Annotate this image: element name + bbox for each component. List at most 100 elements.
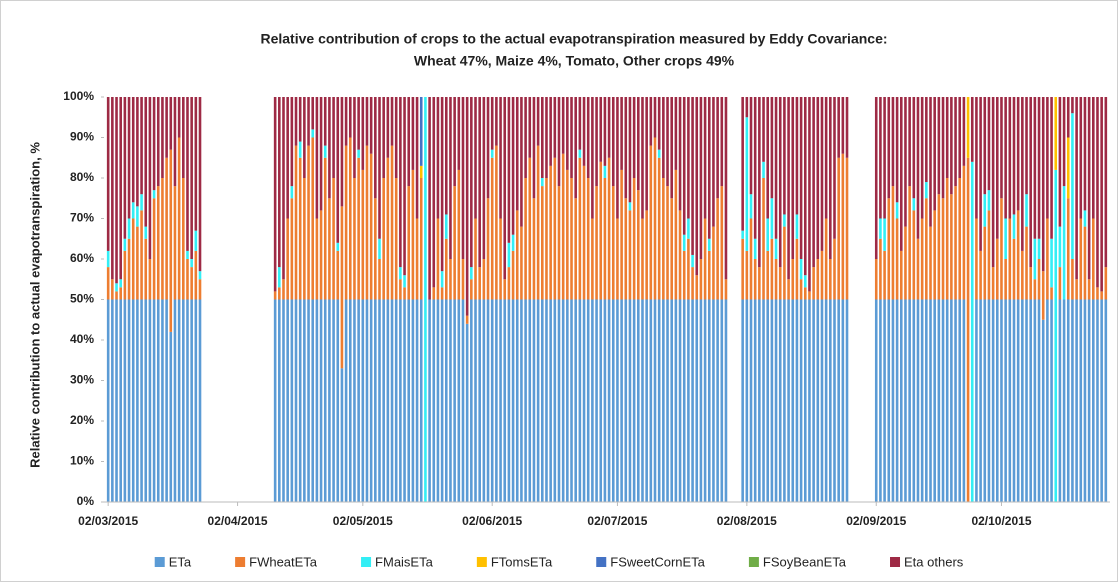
bar-segment	[945, 97, 949, 178]
bar-segment	[1092, 299, 1095, 502]
bar-segment	[332, 299, 335, 502]
bar-segment	[682, 250, 686, 300]
bar-segment	[495, 145, 498, 300]
bar-segment	[845, 157, 849, 300]
bar-segment	[616, 97, 619, 219]
bar-segment	[607, 299, 611, 502]
bar-segment	[319, 97, 323, 211]
bar-segment	[578, 97, 582, 150]
bar-segment	[294, 145, 298, 300]
bar-segment	[315, 218, 319, 300]
bar-segment	[490, 157, 494, 300]
bar-segment	[282, 299, 285, 502]
bar-segment	[628, 299, 632, 502]
bar-segment	[824, 97, 828, 219]
bar-segment	[749, 97, 753, 195]
bar-segment	[1021, 97, 1024, 251]
bar-segment	[1012, 299, 1016, 502]
bar-segment	[1037, 259, 1041, 300]
bar-segment	[724, 299, 728, 502]
bar-segment	[941, 299, 945, 502]
bar-segment	[566, 299, 569, 502]
bar-segment	[603, 299, 607, 502]
bar-segment	[1037, 299, 1041, 502]
bar-segment	[444, 238, 448, 300]
bar-segment	[186, 299, 189, 502]
bar-segment	[582, 165, 586, 300]
bar-segment	[812, 299, 815, 502]
bar-segment	[465, 323, 469, 502]
bar-segment	[624, 299, 628, 502]
bar-segment	[140, 299, 143, 502]
bar-segment	[382, 97, 385, 178]
bar-segment	[632, 97, 636, 178]
bar-segment	[369, 97, 373, 154]
bar-segment	[1079, 299, 1083, 502]
bar-segment	[1016, 210, 1020, 300]
bar-segment	[979, 299, 982, 502]
bar-segment	[1008, 218, 1012, 300]
bar-segment	[1050, 287, 1053, 300]
bar-segment	[691, 97, 694, 255]
bar-segment	[482, 259, 486, 300]
bar-segment	[444, 299, 448, 502]
bar-segment	[1029, 97, 1032, 268]
bar-segment	[891, 186, 895, 300]
bar-segment	[353, 97, 356, 178]
bar-segment	[549, 299, 552, 502]
legend-label: FWheatETa	[249, 554, 318, 569]
bar-segment	[541, 97, 544, 178]
bar-segment	[983, 299, 987, 502]
bar-segment	[323, 157, 327, 300]
bar-segment	[958, 299, 962, 502]
bar-segment	[916, 299, 920, 502]
bar-segment	[1033, 238, 1037, 280]
bar-segment	[920, 97, 924, 219]
bar-segment	[348, 299, 352, 502]
bar-segment	[712, 226, 715, 300]
bar-segment	[641, 218, 644, 300]
bar-segment	[190, 267, 193, 300]
bar-segment	[394, 178, 398, 300]
bar-segment	[461, 97, 465, 259]
legend-label: ETa	[169, 554, 192, 569]
bar-segment	[194, 97, 198, 231]
bar-segment	[106, 267, 110, 300]
bar-segment	[144, 299, 148, 502]
bar-segment	[829, 259, 832, 300]
bar-segment	[1050, 97, 1053, 239]
bar-segment	[136, 97, 139, 207]
bar-segment	[290, 186, 294, 199]
bar-segment	[119, 287, 122, 300]
bar-segment	[745, 117, 749, 251]
bar-segment	[603, 165, 607, 178]
bar-segment	[532, 97, 536, 199]
bar-segment	[682, 299, 686, 502]
bar-segment	[1029, 267, 1032, 300]
bar-segment	[177, 137, 181, 300]
bar-segment	[682, 97, 686, 235]
bar-segment	[1058, 267, 1062, 300]
bar-segment	[382, 299, 385, 502]
bar-segment	[315, 97, 319, 219]
bar-segment	[570, 299, 573, 502]
bar-segment	[808, 299, 811, 502]
bar-segment	[1083, 210, 1087, 227]
x-tick-label: 02/08/2015	[717, 514, 777, 528]
bar-segment	[136, 206, 139, 227]
bar-segment	[925, 299, 928, 502]
x-tick-label: 02/04/2015	[208, 514, 268, 528]
bar-segment	[461, 259, 465, 300]
bar-segment	[632, 178, 636, 300]
bar-segment	[820, 250, 824, 300]
bar-segment	[528, 97, 532, 158]
bar-segment	[453, 97, 456, 187]
bar-segment	[687, 97, 690, 219]
bar-segment	[131, 299, 135, 502]
bar-segment	[1012, 214, 1016, 239]
bar-segment	[336, 250, 340, 300]
legend-label: Eta others	[904, 554, 964, 569]
bar-segment	[912, 198, 916, 211]
bar-segment	[1071, 113, 1074, 259]
bar-segment	[1079, 97, 1083, 219]
